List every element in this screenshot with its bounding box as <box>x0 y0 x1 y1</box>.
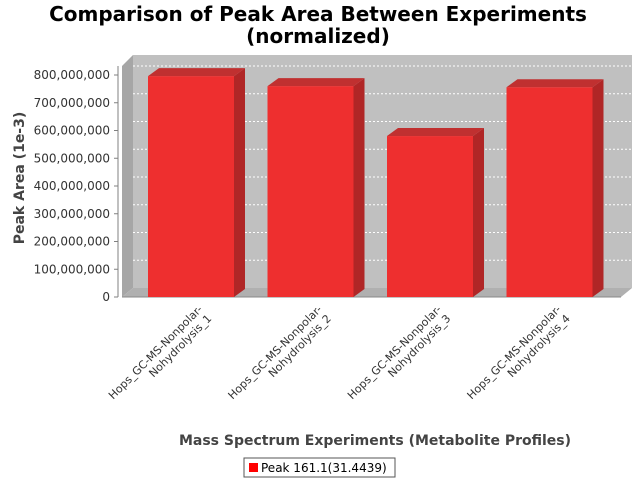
plot-side-wall <box>122 55 133 297</box>
bar-front <box>148 76 234 297</box>
chart-title-line2: (normalized) <box>246 24 390 48</box>
bar-side <box>353 78 365 297</box>
bar-front <box>387 136 473 297</box>
bar-top <box>387 128 484 137</box>
gridlines <box>133 65 632 261</box>
bar-top <box>506 79 604 88</box>
bars <box>148 68 604 298</box>
y-axis-title: Peak Area (1e-3) <box>12 112 28 245</box>
bar-side <box>234 68 245 297</box>
y-tick-label: 800,000,000 <box>34 68 110 82</box>
y-axis-ticks: 0 100,000,000 200,000,000 300,000,000 400,00… <box>34 68 118 304</box>
y-tick-label: 500,000,000 <box>34 151 110 165</box>
y-tick-label: 200,000,000 <box>34 235 110 249</box>
y-tick-label: 300,000,000 <box>34 207 110 221</box>
bar-front <box>506 87 593 298</box>
x-tick-label: Hops_GC-MS-Nonpolar-Nohydrolysis_1 <box>106 303 214 411</box>
chart-title-line1: Comparison of Peak Area Between Experime… <box>49 2 587 26</box>
bar-side <box>473 128 484 297</box>
bar <box>148 68 245 297</box>
x-axis-title: Mass Spectrum Experiments (Metabolite Pr… <box>179 433 571 449</box>
legend-entry: Peak 161.1(31.4439) <box>261 461 387 475</box>
plot-floor <box>122 288 632 297</box>
x-tick-label: Hops_GC-MS-Nonpolar-Nohydrolysis_3 <box>345 303 453 411</box>
bar-side <box>592 79 604 298</box>
legend-box <box>243 457 396 478</box>
x-axis-labels: Hops_GC-MS-Nonpolar-Nohydrolysis_1 Hops_G… <box>106 303 573 411</box>
y-tick-label: 400,000,000 <box>34 179 110 193</box>
legend-swatch <box>249 463 258 472</box>
bar <box>267 78 365 297</box>
plot-area <box>122 55 632 298</box>
x-tick-label: Hops_GC-MS-Nonpolar-Nohydrolysis_2 <box>226 303 334 411</box>
bar-front <box>267 86 354 297</box>
y-tick-label: 600,000,000 <box>34 124 110 138</box>
y-tick-label: 100,000,000 <box>34 262 110 276</box>
x-tick-label: Hops_GC-MS-Nonpolar-Nohydrolysis_4 <box>465 303 573 411</box>
bar <box>506 79 604 298</box>
bar-top <box>148 68 245 77</box>
bar-top <box>267 78 365 87</box>
y-tick-label: 0 <box>102 290 110 304</box>
y-tick-label: 700,000,000 <box>34 96 110 110</box>
legend: Peak 161.1(31.4439) <box>243 457 396 478</box>
bar <box>387 128 484 297</box>
